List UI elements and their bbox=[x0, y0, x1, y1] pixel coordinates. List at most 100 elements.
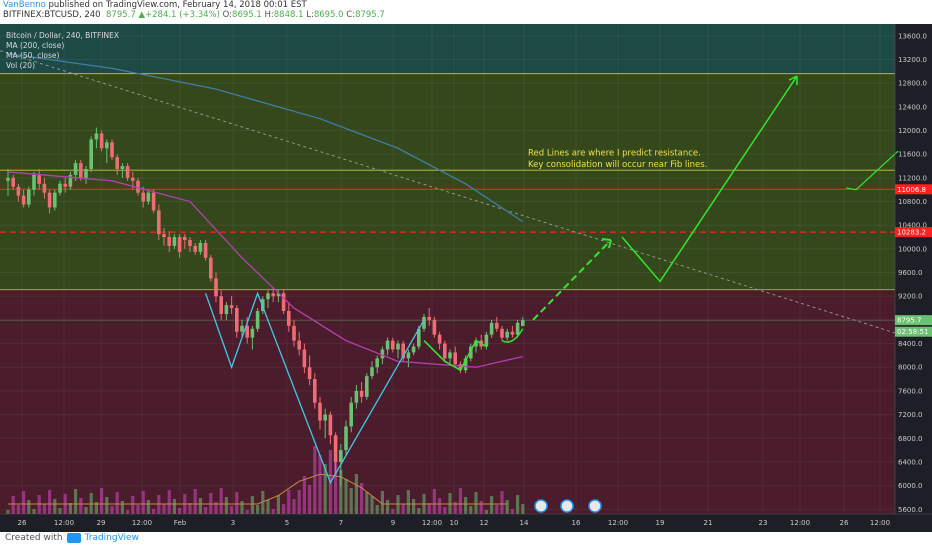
candle-body bbox=[271, 293, 275, 297]
legend-item: MA (50, close) bbox=[6, 51, 60, 60]
volume-bar bbox=[224, 497, 228, 514]
candle-body bbox=[276, 293, 281, 297]
y-tick-label: 12800.0 bbox=[898, 80, 927, 88]
y-tick-label: 9600.0 bbox=[898, 269, 923, 277]
volume-bar bbox=[313, 446, 317, 514]
volume-bar bbox=[302, 476, 306, 514]
volume-bar bbox=[495, 505, 499, 514]
volume-bar bbox=[48, 490, 52, 514]
y-tick-label: 7600.0 bbox=[898, 387, 923, 395]
ma-200-line bbox=[7, 52, 524, 223]
x-tick-label: 26 bbox=[840, 519, 849, 527]
volume-bar bbox=[250, 496, 254, 514]
volume-bar bbox=[412, 499, 416, 514]
candle-body bbox=[349, 402, 353, 427]
candle-body bbox=[266, 293, 270, 300]
time-axis-bg bbox=[0, 514, 932, 532]
candle-body bbox=[437, 334, 442, 344]
candle-body bbox=[115, 157, 119, 169]
ma-50-line bbox=[7, 171, 523, 368]
volume-bar bbox=[16, 505, 20, 514]
publish-header: VanBenno published on TradingView.com, F… bbox=[3, 0, 385, 20]
candle-body bbox=[489, 322, 494, 335]
y-tick-label: 10000.0 bbox=[898, 245, 927, 253]
volume-bar bbox=[11, 496, 15, 514]
ohlc-h-label: H: bbox=[264, 10, 274, 20]
axes: 13600.0 13200.0 12800.0 12400.0 12000.0 11600… bbox=[0, 24, 932, 532]
candle-body bbox=[515, 322, 520, 335]
candle-body bbox=[68, 174, 73, 187]
candle-body bbox=[380, 349, 385, 359]
volume-bar bbox=[500, 491, 504, 514]
candle-body bbox=[474, 340, 478, 347]
candle-body bbox=[297, 340, 301, 350]
candle-body bbox=[307, 367, 312, 380]
candle-body bbox=[188, 240, 192, 246]
candle-body bbox=[172, 237, 177, 246]
x-tick-label: 19 bbox=[656, 519, 665, 527]
grid-lines bbox=[0, 24, 895, 514]
tradingview-brand[interactable]: TradingView bbox=[84, 533, 139, 543]
candle-body bbox=[162, 234, 166, 238]
candle-body bbox=[240, 325, 244, 332]
price-chart[interactable]: Red Lines are where I predict resistance… bbox=[0, 24, 932, 532]
price-tag bbox=[895, 184, 932, 195]
volume-bar bbox=[349, 488, 353, 514]
candle-body bbox=[359, 390, 364, 397]
author-link[interactable]: VanBenno bbox=[3, 0, 46, 10]
volume-bar bbox=[287, 490, 291, 514]
price-tag-label: 11006.8 bbox=[897, 186, 926, 194]
arrowhead-icon bbox=[788, 75, 798, 86]
volume-bar bbox=[318, 455, 322, 514]
projection-dashed-arrow bbox=[532, 239, 612, 321]
candle-body bbox=[495, 322, 499, 329]
y-tick-label: 6400.0 bbox=[898, 458, 923, 466]
candle-body bbox=[385, 340, 390, 350]
legend-item: Vol (20) bbox=[6, 61, 35, 70]
candle-body bbox=[422, 316, 426, 329]
volume-bar bbox=[219, 488, 223, 514]
y-tick-label: 12000.0 bbox=[898, 127, 927, 135]
legend-item: Bitcoin / Dollar, 240, BITFINEX bbox=[6, 31, 119, 40]
ohlc-close: 8795.7 bbox=[355, 10, 385, 20]
volume-bar bbox=[297, 490, 301, 514]
footer: Created with TradingView bbox=[5, 533, 139, 543]
volume-bar bbox=[282, 504, 286, 514]
zone-top bbox=[0, 24, 895, 74]
descending-trendline bbox=[0, 50, 896, 334]
volume-bar bbox=[214, 502, 218, 514]
volume-bar bbox=[245, 510, 249, 514]
projection-far bbox=[845, 150, 899, 191]
candle-body bbox=[131, 177, 135, 181]
drawings: Red Lines are where I predict resistance… bbox=[204, 75, 899, 513]
volume-bar bbox=[131, 496, 135, 514]
candle-body bbox=[318, 402, 322, 421]
volume-bar bbox=[510, 509, 514, 514]
volume-bar bbox=[235, 492, 239, 514]
x-tick-label: 21 bbox=[704, 519, 713, 527]
volume-bar bbox=[105, 497, 109, 514]
volume-bar bbox=[115, 492, 119, 514]
candle-body bbox=[183, 237, 187, 241]
candle-body bbox=[458, 364, 463, 371]
candle-body bbox=[141, 192, 145, 202]
candle-body bbox=[99, 133, 104, 149]
volume-bar bbox=[204, 507, 208, 514]
volume-bar bbox=[438, 498, 442, 514]
volume-bar bbox=[432, 489, 436, 514]
x-tick-label: 14 bbox=[520, 519, 529, 527]
y-tick-label: 6800.0 bbox=[898, 435, 923, 443]
y-tick-label: 5600.0 bbox=[898, 506, 923, 514]
volume-bar bbox=[474, 492, 478, 514]
candle-body bbox=[177, 237, 182, 252]
volume-bar bbox=[94, 502, 98, 514]
x-tick-label: 23 bbox=[759, 519, 768, 527]
candle-body bbox=[339, 450, 343, 462]
candle-body bbox=[84, 168, 88, 178]
candle-body bbox=[292, 325, 296, 341]
volume-bar bbox=[521, 504, 525, 514]
candle-body bbox=[354, 390, 359, 403]
volume-bar bbox=[6, 510, 10, 514]
y-tick-label: 8000.0 bbox=[898, 364, 923, 372]
